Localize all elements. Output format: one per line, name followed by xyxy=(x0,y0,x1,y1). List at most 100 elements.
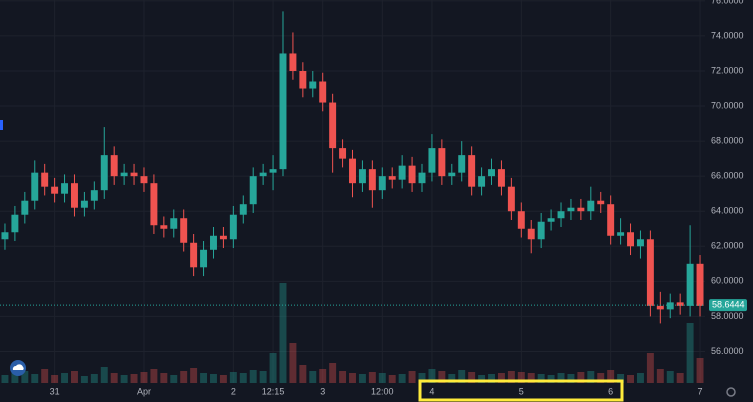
volume-bar xyxy=(21,371,29,383)
volume-bar xyxy=(180,371,188,383)
candle-body xyxy=(418,172,426,184)
volume-bar xyxy=(488,374,495,383)
volume-bar xyxy=(120,375,128,383)
candle-body xyxy=(70,183,78,208)
candle-body xyxy=(557,211,565,219)
candle-body xyxy=(517,211,525,229)
volume-bar xyxy=(160,373,168,383)
y-tick-label: 68.0000 xyxy=(711,135,744,145)
y-tick-label: 76.0000 xyxy=(711,0,744,5)
candle-body xyxy=(41,172,49,187)
candle-body xyxy=(110,155,118,177)
candle-body xyxy=(31,172,39,201)
candle-body xyxy=(696,263,704,306)
candle-body xyxy=(636,239,644,247)
candle-body xyxy=(388,176,396,180)
volume-bar xyxy=(140,372,148,383)
candle-body xyxy=(507,186,515,212)
volume-bar xyxy=(676,373,684,383)
candle-body xyxy=(358,169,366,184)
candle-body xyxy=(617,232,625,236)
y-tick-label: 70.0000 xyxy=(711,100,744,110)
volume-bar xyxy=(517,372,525,383)
volume-bar xyxy=(289,343,297,383)
volume-bar xyxy=(41,369,49,383)
volume-bar xyxy=(110,373,118,383)
volume-bar xyxy=(468,372,476,383)
volume-bar xyxy=(696,358,704,383)
volume-bar xyxy=(527,373,535,383)
candle-body xyxy=(11,214,19,233)
candle-body xyxy=(61,183,69,194)
volume-bar xyxy=(666,371,674,383)
volume-bar xyxy=(319,369,327,383)
candle-body xyxy=(51,186,59,194)
volume-bar xyxy=(378,373,386,383)
volume-bar xyxy=(210,374,217,383)
highlight-box xyxy=(418,379,624,402)
volume-bar xyxy=(497,373,505,383)
volume-bar xyxy=(349,373,356,383)
volume-bar xyxy=(627,375,635,383)
candle-body xyxy=(229,214,237,240)
candle-body xyxy=(378,176,386,191)
volume-bar xyxy=(537,374,545,383)
volume-bar xyxy=(1,375,9,383)
candle-body xyxy=(190,242,198,268)
last-price-badge xyxy=(709,299,747,312)
candle-body xyxy=(666,302,674,310)
candles xyxy=(1,11,704,324)
y-tick-label: 64.0000 xyxy=(711,206,744,216)
candle-body xyxy=(200,249,208,268)
y-tick-label: 56.0000 xyxy=(711,346,744,356)
volume-bar xyxy=(90,374,98,383)
candle-body xyxy=(21,200,29,215)
volume-bar xyxy=(418,373,426,383)
candle-body xyxy=(249,176,257,205)
settings-icon[interactable] xyxy=(726,387,736,397)
candle-body xyxy=(289,53,297,71)
y-tick-label: 60.0000 xyxy=(711,276,744,286)
volume-bar xyxy=(150,369,158,383)
last-price-label: 58.6444 xyxy=(712,299,745,309)
volume-bar xyxy=(656,369,664,383)
volume-bar xyxy=(11,373,19,383)
volume-bar xyxy=(358,374,366,383)
volume-bar xyxy=(686,323,694,383)
candle-body xyxy=(458,155,466,173)
volume-bar xyxy=(200,373,208,383)
volume-bar xyxy=(388,375,396,383)
y-tick-label: 58.0000 xyxy=(711,311,744,321)
candle-body xyxy=(269,169,277,173)
candle-body xyxy=(319,81,327,103)
volume-bar xyxy=(547,375,555,383)
volume-bar xyxy=(219,375,227,383)
candle-body xyxy=(656,305,664,310)
candle-body xyxy=(646,239,654,306)
candle-body xyxy=(100,155,108,191)
volume-bar xyxy=(70,371,78,383)
volume-bar xyxy=(507,371,515,383)
candle-body xyxy=(339,148,347,159)
x-tick-label: 7 xyxy=(698,386,703,396)
candle-body xyxy=(428,148,436,173)
x-tick-label: 2 xyxy=(231,386,236,396)
x-tick-label: 12:00 xyxy=(371,386,394,396)
candle-body xyxy=(329,102,337,149)
candle-body xyxy=(686,263,694,306)
volume-bar xyxy=(646,353,654,383)
candle-body xyxy=(488,169,495,177)
candle-body xyxy=(1,232,9,240)
candle-body xyxy=(219,235,227,240)
x-tick-label: 4 xyxy=(429,386,434,396)
y-tick-label: 66.0000 xyxy=(711,171,744,181)
candle-body xyxy=(259,172,267,177)
volume-bar xyxy=(239,373,247,383)
volume-bar xyxy=(229,372,237,383)
volume-bar xyxy=(478,375,486,383)
left-marker xyxy=(0,120,3,130)
x-tick-label: 3 xyxy=(320,386,325,396)
candle-body xyxy=(438,148,446,177)
x-tick-label: Apr xyxy=(137,386,151,396)
